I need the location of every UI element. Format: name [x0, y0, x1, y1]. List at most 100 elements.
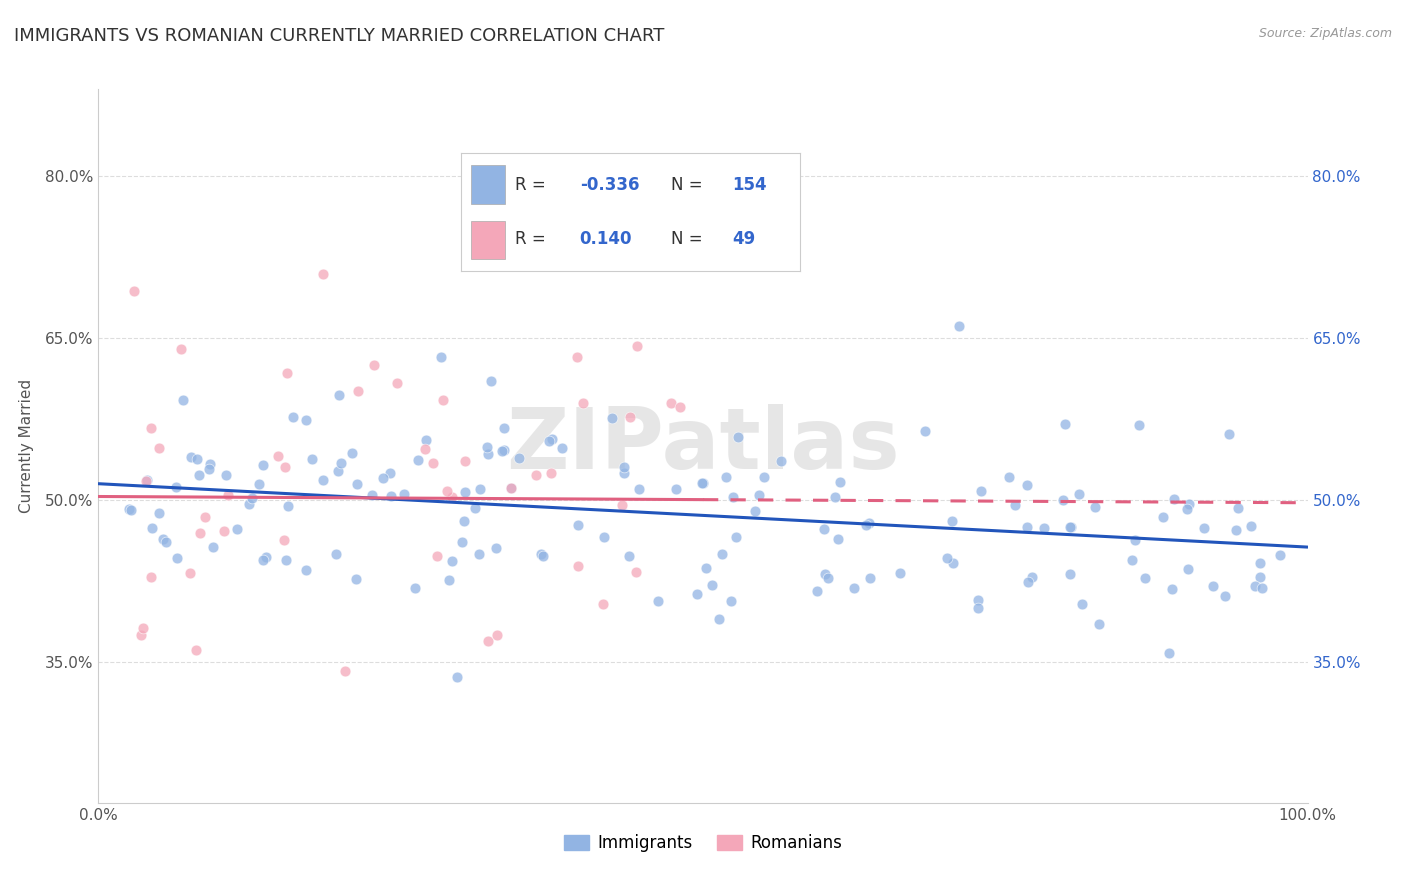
Point — [440, 490, 463, 504]
Point — [567, 517, 589, 532]
Point — [540, 466, 562, 480]
Point — [363, 358, 385, 372]
Point — [941, 514, 963, 528]
Point — [914, 424, 936, 438]
Point — [659, 396, 682, 410]
Point — [360, 488, 382, 502]
Point — [824, 491, 846, 505]
Point — [665, 482, 688, 496]
Point — [198, 461, 221, 475]
Point — [1225, 523, 1247, 537]
Point — [212, 524, 235, 539]
Point — [371, 470, 394, 484]
Point — [276, 553, 298, 567]
Point — [180, 450, 202, 464]
Point — [889, 566, 911, 581]
Point — [814, 566, 837, 581]
Point — [187, 468, 209, 483]
Point — [1032, 520, 1054, 534]
Point — [152, 532, 174, 546]
Y-axis label: Currently Married: Currently Married — [18, 379, 34, 513]
Point — [714, 470, 737, 484]
Point — [686, 587, 709, 601]
Point — [842, 581, 865, 595]
Point — [499, 481, 522, 495]
Point — [148, 442, 170, 456]
Point — [135, 474, 157, 488]
Point — [1133, 571, 1156, 585]
Point — [769, 454, 792, 468]
Point — [439, 573, 461, 587]
Point — [1088, 616, 1111, 631]
Point — [530, 548, 553, 562]
Point — [254, 549, 277, 564]
Point — [378, 466, 401, 480]
Point — [827, 532, 849, 546]
Point — [492, 442, 515, 457]
Point — [1017, 520, 1039, 534]
Point — [326, 464, 349, 478]
Point — [612, 459, 634, 474]
Point — [141, 520, 163, 534]
Point — [139, 570, 162, 584]
Point — [501, 481, 523, 495]
Point — [1152, 509, 1174, 524]
Point — [172, 393, 194, 408]
Point — [859, 571, 882, 585]
Point — [748, 488, 770, 502]
Point — [560, 850, 582, 864]
Point — [619, 409, 641, 424]
Point — [273, 533, 295, 547]
Point — [422, 456, 444, 470]
Point — [479, 375, 502, 389]
Point — [936, 550, 959, 565]
Point — [1268, 548, 1291, 562]
Point — [524, 169, 547, 183]
Point — [453, 453, 475, 467]
Point — [477, 633, 499, 648]
Point — [426, 549, 449, 564]
Point — [385, 376, 408, 390]
Point — [720, 594, 742, 608]
Point — [198, 457, 221, 471]
Point — [967, 600, 990, 615]
Point — [132, 621, 155, 635]
Point — [453, 514, 475, 528]
Point — [1202, 579, 1225, 593]
Point — [489, 838, 512, 853]
Point — [491, 443, 513, 458]
Point — [139, 421, 162, 435]
Point — [1121, 553, 1143, 567]
Point — [347, 384, 370, 399]
Point — [647, 594, 669, 608]
Point — [744, 504, 766, 518]
Point — [436, 484, 458, 499]
Point — [1054, 417, 1077, 431]
Point — [441, 554, 464, 568]
Point — [1249, 556, 1271, 570]
Point — [486, 628, 509, 642]
Point — [406, 452, 429, 467]
Point — [194, 510, 217, 524]
Point — [572, 396, 595, 410]
Point — [148, 506, 170, 520]
Point — [274, 459, 297, 474]
Point — [468, 482, 491, 496]
Point — [626, 565, 648, 579]
Point — [1052, 493, 1074, 508]
Point — [626, 339, 648, 353]
Point — [488, 853, 510, 867]
Point — [1175, 502, 1198, 516]
Point — [695, 560, 717, 574]
Point — [129, 628, 152, 642]
Point — [346, 477, 368, 491]
Point — [551, 442, 574, 456]
Point — [858, 516, 880, 530]
Point — [301, 451, 323, 466]
Point — [392, 486, 415, 500]
Point — [1067, 486, 1090, 500]
Point — [477, 447, 499, 461]
Point — [727, 430, 749, 444]
Point — [724, 530, 747, 544]
Point — [217, 488, 239, 502]
